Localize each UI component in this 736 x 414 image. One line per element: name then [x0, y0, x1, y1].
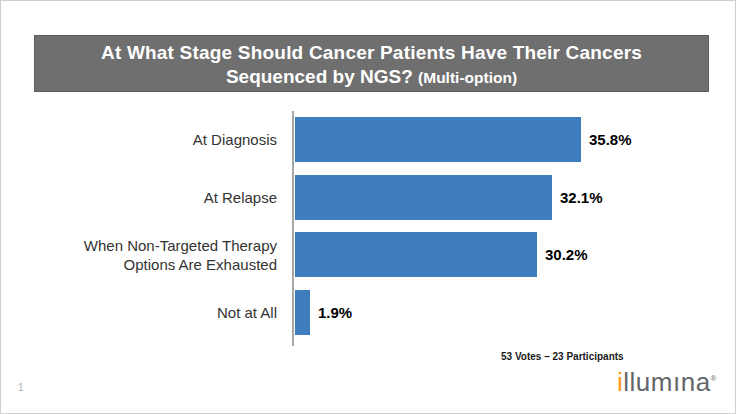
votes-participants-caption: 53 Votes – 23 Participants: [501, 351, 624, 362]
bar-track: 30.2%: [295, 232, 711, 277]
chart-row-not-at-all: Not at All 1.9%: [1, 284, 711, 342]
value-label: 35.8%: [589, 131, 632, 148]
bar-chart: At Diagnosis 35.8% At Relapse 32.1% When…: [1, 111, 711, 347]
slide-title-line2: Sequenced by NGS? (Multi-option): [35, 65, 708, 90]
slide-title-line2-main: Sequenced by NGS?: [226, 66, 413, 87]
illumina-logo: illumına®: [617, 367, 717, 398]
title-banner: At What Stage Should Cancer Patients Hav…: [34, 35, 709, 92]
chart-rows: At Diagnosis 35.8% At Relapse 32.1% When…: [1, 111, 711, 341]
value-label: 30.2%: [545, 246, 588, 263]
chart-row-at-relapse: At Relapse 32.1%: [1, 169, 711, 227]
bar-not-at-all: [295, 290, 310, 335]
category-label: When Non-Targeted Therapy Options Are Ex…: [1, 236, 285, 274]
category-label: At Diagnosis: [1, 130, 285, 149]
bar-track: 32.1%: [295, 175, 711, 220]
value-label: 1.9%: [318, 304, 352, 321]
slide: At What Stage Should Cancer Patients Hav…: [0, 0, 736, 414]
bar-at-diagnosis: [295, 117, 581, 162]
chart-row-at-diagnosis: At Diagnosis 35.8%: [1, 111, 711, 169]
value-label: 32.1%: [560, 189, 603, 206]
category-label: Not at All: [1, 303, 285, 322]
chart-row-non-targeted-exhausted: When Non-Targeted Therapy Options Are Ex…: [1, 226, 711, 284]
slide-title-line2-sub: (Multi-option): [418, 69, 517, 86]
page-number: 1: [18, 382, 24, 393]
illumina-logo-rest: llumına: [623, 367, 710, 397]
bar-track: 1.9%: [295, 290, 711, 335]
bar-non-targeted-exhausted: [295, 232, 537, 277]
bar-track: 35.8%: [295, 117, 711, 162]
slide-title-line1: At What Stage Should Cancer Patients Hav…: [35, 41, 708, 65]
category-label: At Relapse: [1, 188, 285, 207]
registered-trademark-icon: ®: [711, 374, 717, 383]
bar-at-relapse: [295, 175, 552, 220]
